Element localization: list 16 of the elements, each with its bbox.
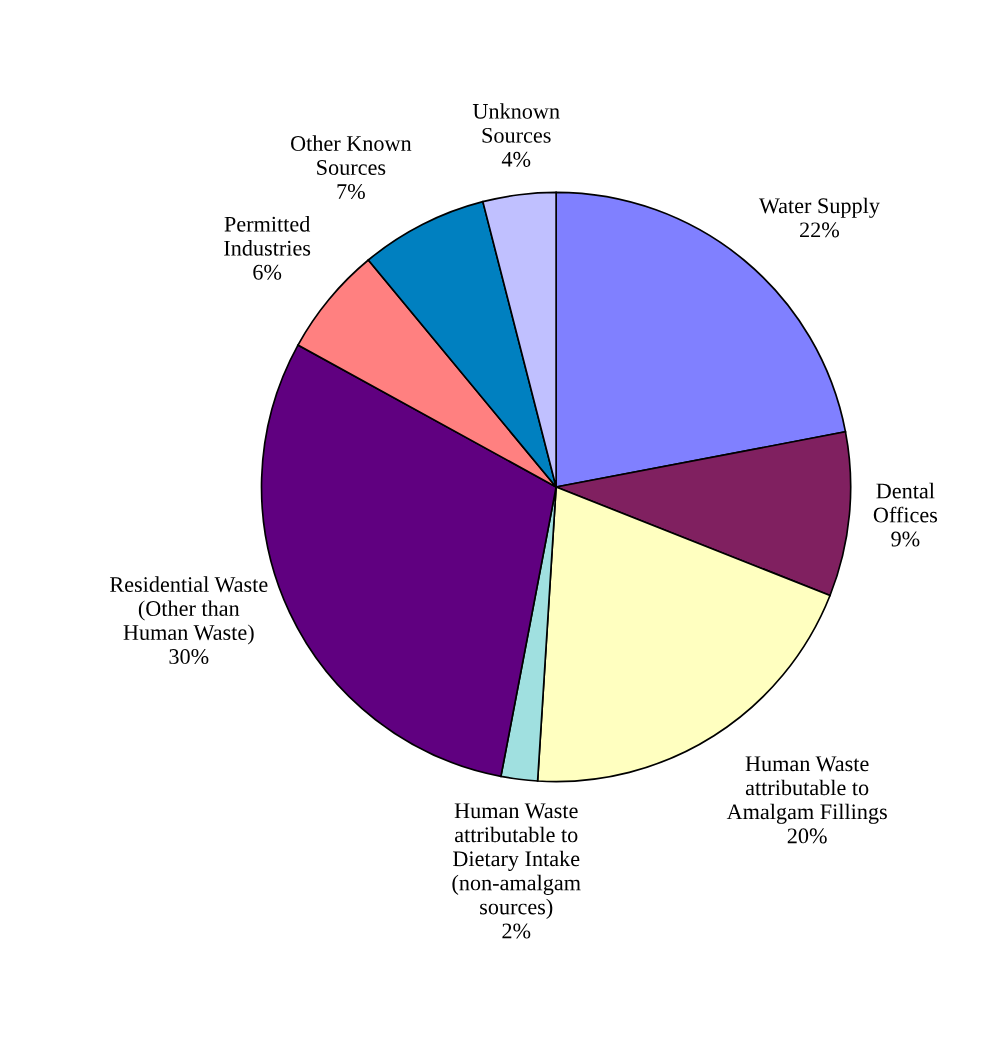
slice-label: Water Supply <box>758 197 880 218</box>
data-label: 22% <box>800 222 840 238</box>
slice-label: Unknown Sources <box>472 103 560 143</box>
slice-label: Human Waste attributable to Dietary Intake (non-amalgam sources) <box>452 803 581 919</box>
data-label: 4% <box>501 151 531 167</box>
data-label: 9% <box>891 531 920 547</box>
slice-label: Permitted Industries <box>224 216 311 256</box>
data-label: 30% <box>169 649 209 665</box>
slice-label: Dental Offices <box>873 482 938 523</box>
slice-label: Human Waste attributable to Amalgam Fillings <box>726 756 887 824</box>
data-label: 20% <box>787 828 827 844</box>
slice-label: Residential Waste (Other than Human Waste) <box>109 576 268 645</box>
data-label: 2% <box>502 923 531 939</box>
data-label: 7% <box>337 184 365 200</box>
slice-label: Other Known Sources <box>291 135 412 175</box>
data-label: 6% <box>253 264 282 280</box>
